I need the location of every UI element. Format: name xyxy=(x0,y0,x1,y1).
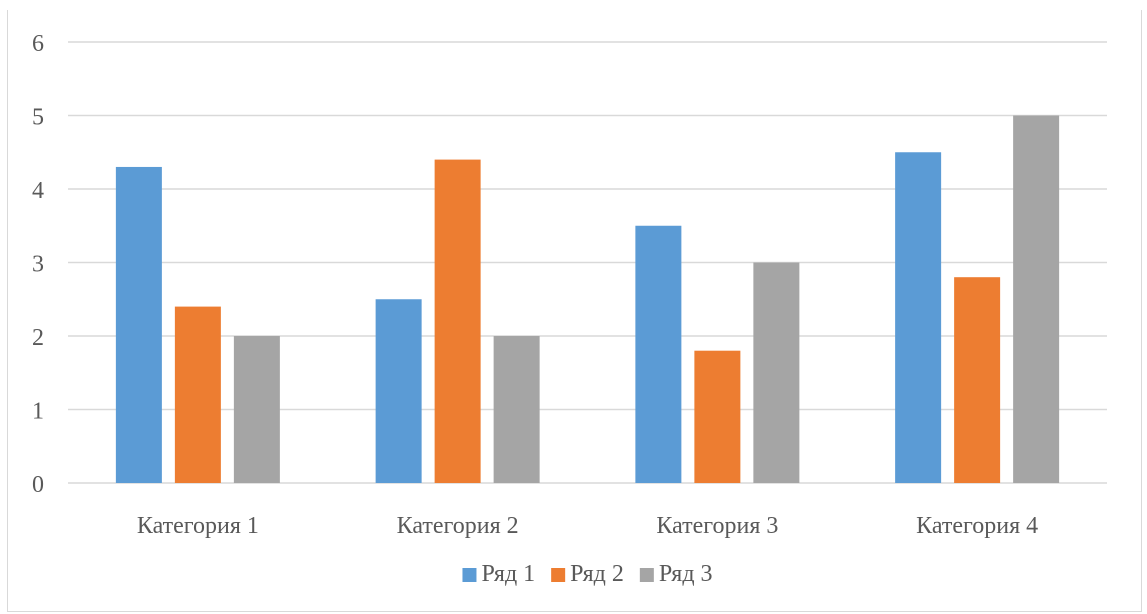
bar-series-2-category-1 xyxy=(174,306,221,483)
bar-series-3-category-3 xyxy=(753,262,800,483)
bar-series-3-category-4 xyxy=(1013,115,1060,483)
legend-item-series-1: Ряд 1 xyxy=(462,561,535,587)
legend-item-series-2: Ряд 2 xyxy=(551,561,624,587)
bar-series-1-category-2 xyxy=(375,299,422,483)
legend-swatch xyxy=(639,568,654,582)
y-tick-label: 2 xyxy=(32,325,44,351)
y-tick-label: 5 xyxy=(32,105,44,131)
y-tick-label: 1 xyxy=(32,399,44,425)
x-tick-label: Категория 3 xyxy=(656,513,778,539)
y-tick-label: 0 xyxy=(32,472,44,498)
legend: Ряд 1 Ряд 2 Ряд 3 xyxy=(462,561,713,587)
bar-series-2-category-4 xyxy=(954,277,1001,483)
legend-swatch xyxy=(462,568,477,582)
y-tick-label: 6 xyxy=(32,31,44,57)
x-tick-label: Категория 4 xyxy=(916,513,1038,539)
x-tick-label: Категория 1 xyxy=(137,513,259,539)
bars xyxy=(115,115,1060,483)
legend-item-series-3: Ряд 3 xyxy=(639,561,713,587)
bar-series-1-category-1 xyxy=(115,166,162,483)
legend-swatch xyxy=(551,568,566,582)
bar-series-2-category-3 xyxy=(694,350,741,483)
bar-series-3-category-2 xyxy=(493,336,540,483)
y-tick-label: 4 xyxy=(32,178,44,204)
bar-series-1-category-4 xyxy=(895,152,942,483)
y-axis-tick-labels: 0 1 2 3 4 5 6 xyxy=(32,31,44,498)
legend-label: Ряд 1 xyxy=(481,561,535,587)
legend-label: Ряд 3 xyxy=(659,561,713,587)
bar-series-2-category-2 xyxy=(434,159,481,483)
bar-series-3-category-1 xyxy=(233,336,280,483)
x-tick-label: Категория 2 xyxy=(397,513,519,539)
y-tick-label: 3 xyxy=(32,252,44,278)
legend-label: Ряд 2 xyxy=(570,561,624,587)
x-axis-tick-labels: Категория 1 Категория 2 Категория 3 Категор… xyxy=(137,513,1038,539)
bar-series-1-category-3 xyxy=(635,225,682,483)
gridlines xyxy=(68,41,1107,484)
